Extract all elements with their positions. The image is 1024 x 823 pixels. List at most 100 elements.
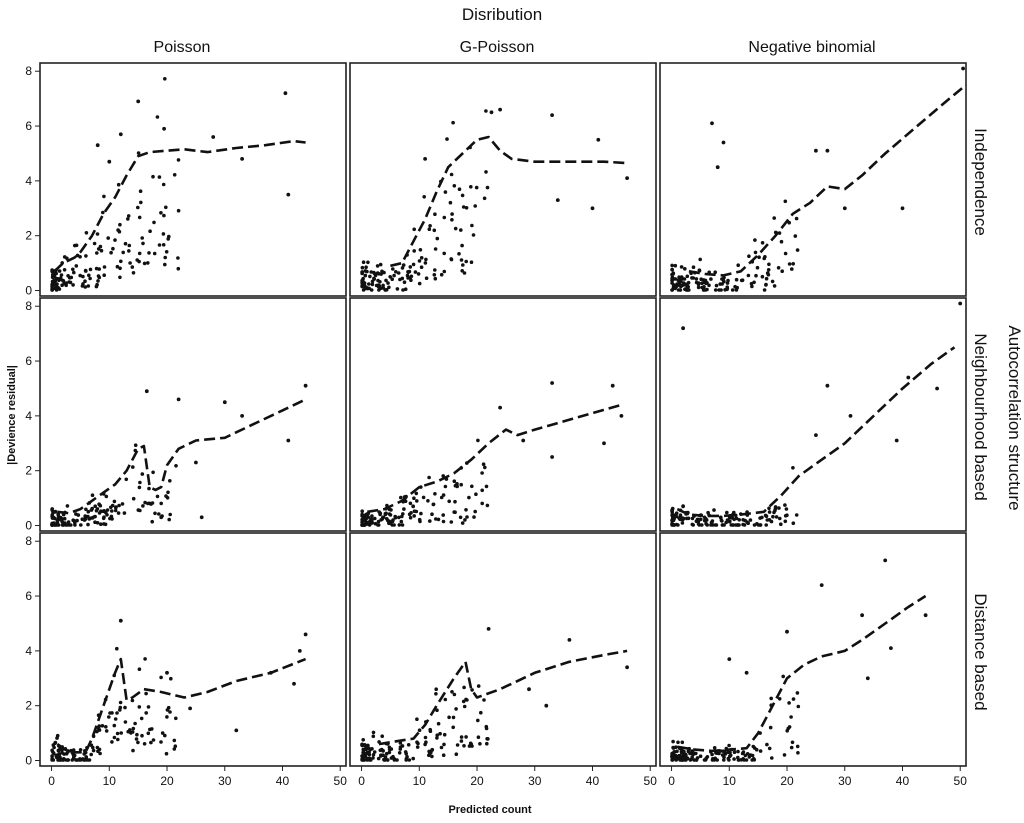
data-point	[436, 721, 441, 726]
data-point	[787, 220, 791, 225]
data-point	[108, 516, 112, 521]
data-point	[760, 274, 765, 279]
data-point	[123, 720, 128, 724]
data-point	[736, 263, 740, 268]
data-point	[459, 258, 464, 262]
data-point	[698, 257, 702, 262]
data-point	[78, 758, 83, 762]
data-point	[138, 189, 143, 193]
data-point	[712, 508, 716, 512]
data-point	[725, 281, 730, 285]
data-point	[441, 753, 446, 757]
data-point	[737, 518, 741, 522]
data-point	[131, 748, 135, 753]
data-point	[602, 441, 606, 446]
data-point	[758, 749, 763, 753]
data-point	[460, 243, 464, 248]
data-point	[174, 716, 178, 721]
data-point	[82, 518, 87, 522]
data-point	[744, 670, 749, 675]
data-point	[752, 280, 756, 285]
data-point	[110, 503, 115, 508]
data-point	[719, 518, 724, 523]
data-point	[176, 208, 181, 213]
data-point	[140, 236, 144, 240]
data-point	[58, 758, 63, 762]
data-point	[126, 214, 131, 218]
data-point	[480, 471, 484, 475]
data-point	[62, 268, 67, 272]
data-point	[482, 196, 487, 201]
data-point	[130, 698, 135, 703]
x-tick-label: 0	[668, 774, 675, 788]
data-point	[292, 681, 296, 686]
column-header-poisson: Poisson	[154, 39, 211, 56]
data-point	[111, 246, 115, 251]
data-point	[722, 523, 726, 527]
panel-independence-g-poisson	[349, 62, 657, 297]
smoother-line	[53, 139, 306, 273]
data-point	[71, 267, 75, 272]
data-point	[465, 515, 469, 519]
data-point	[408, 265, 413, 269]
data-point	[791, 262, 795, 266]
data-point	[74, 264, 79, 268]
data-point	[550, 113, 554, 117]
data-point	[439, 272, 444, 277]
data-point	[789, 715, 793, 719]
data-point	[409, 274, 414, 279]
column-header-negative-binomial: Negative binomial	[748, 39, 875, 56]
x-tick-label: 50	[334, 774, 348, 788]
y-tick-label: 8	[25, 299, 32, 313]
data-point	[722, 758, 726, 762]
data-point	[782, 753, 787, 757]
data-point	[381, 753, 385, 757]
data-point	[240, 414, 245, 418]
data-point	[754, 273, 758, 278]
data-point	[383, 511, 388, 516]
data-point	[713, 270, 717, 275]
data-point	[443, 190, 448, 194]
data-point	[486, 627, 491, 631]
y-axis-label: |Devience residual|	[6, 365, 18, 465]
data-point	[698, 754, 703, 758]
data-point	[283, 91, 288, 96]
data-point	[694, 277, 699, 281]
data-point	[372, 271, 377, 276]
smoother-line	[688, 83, 967, 277]
data-point	[679, 265, 684, 269]
data-point	[958, 301, 963, 306]
data-point	[673, 753, 678, 758]
data-point	[360, 509, 365, 513]
data-point	[757, 255, 761, 259]
data-point	[89, 508, 94, 512]
data-point	[715, 751, 720, 755]
data-point	[397, 751, 402, 755]
data-point	[384, 278, 388, 283]
data-point	[155, 494, 160, 499]
data-point	[448, 200, 453, 205]
data-point	[83, 285, 88, 289]
data-point	[412, 509, 417, 513]
data-point	[140, 733, 144, 738]
data-point	[746, 521, 750, 525]
data-point	[105, 508, 110, 512]
data-point	[163, 77, 167, 81]
panel-neighbourhood-based-g-poisson	[349, 297, 657, 532]
data-point	[402, 507, 406, 511]
data-point	[484, 484, 489, 489]
data-point	[781, 674, 785, 679]
data-point	[123, 241, 128, 246]
data-point	[692, 758, 696, 762]
data-point	[363, 743, 367, 748]
data-point	[773, 505, 778, 509]
data-point	[465, 698, 469, 702]
data-point	[86, 522, 90, 527]
data-point	[136, 205, 140, 210]
data-point	[787, 262, 792, 266]
data-point	[115, 731, 120, 736]
data-point	[384, 751, 389, 756]
data-point	[211, 135, 216, 139]
data-point	[483, 465, 487, 470]
data-point	[365, 512, 369, 516]
